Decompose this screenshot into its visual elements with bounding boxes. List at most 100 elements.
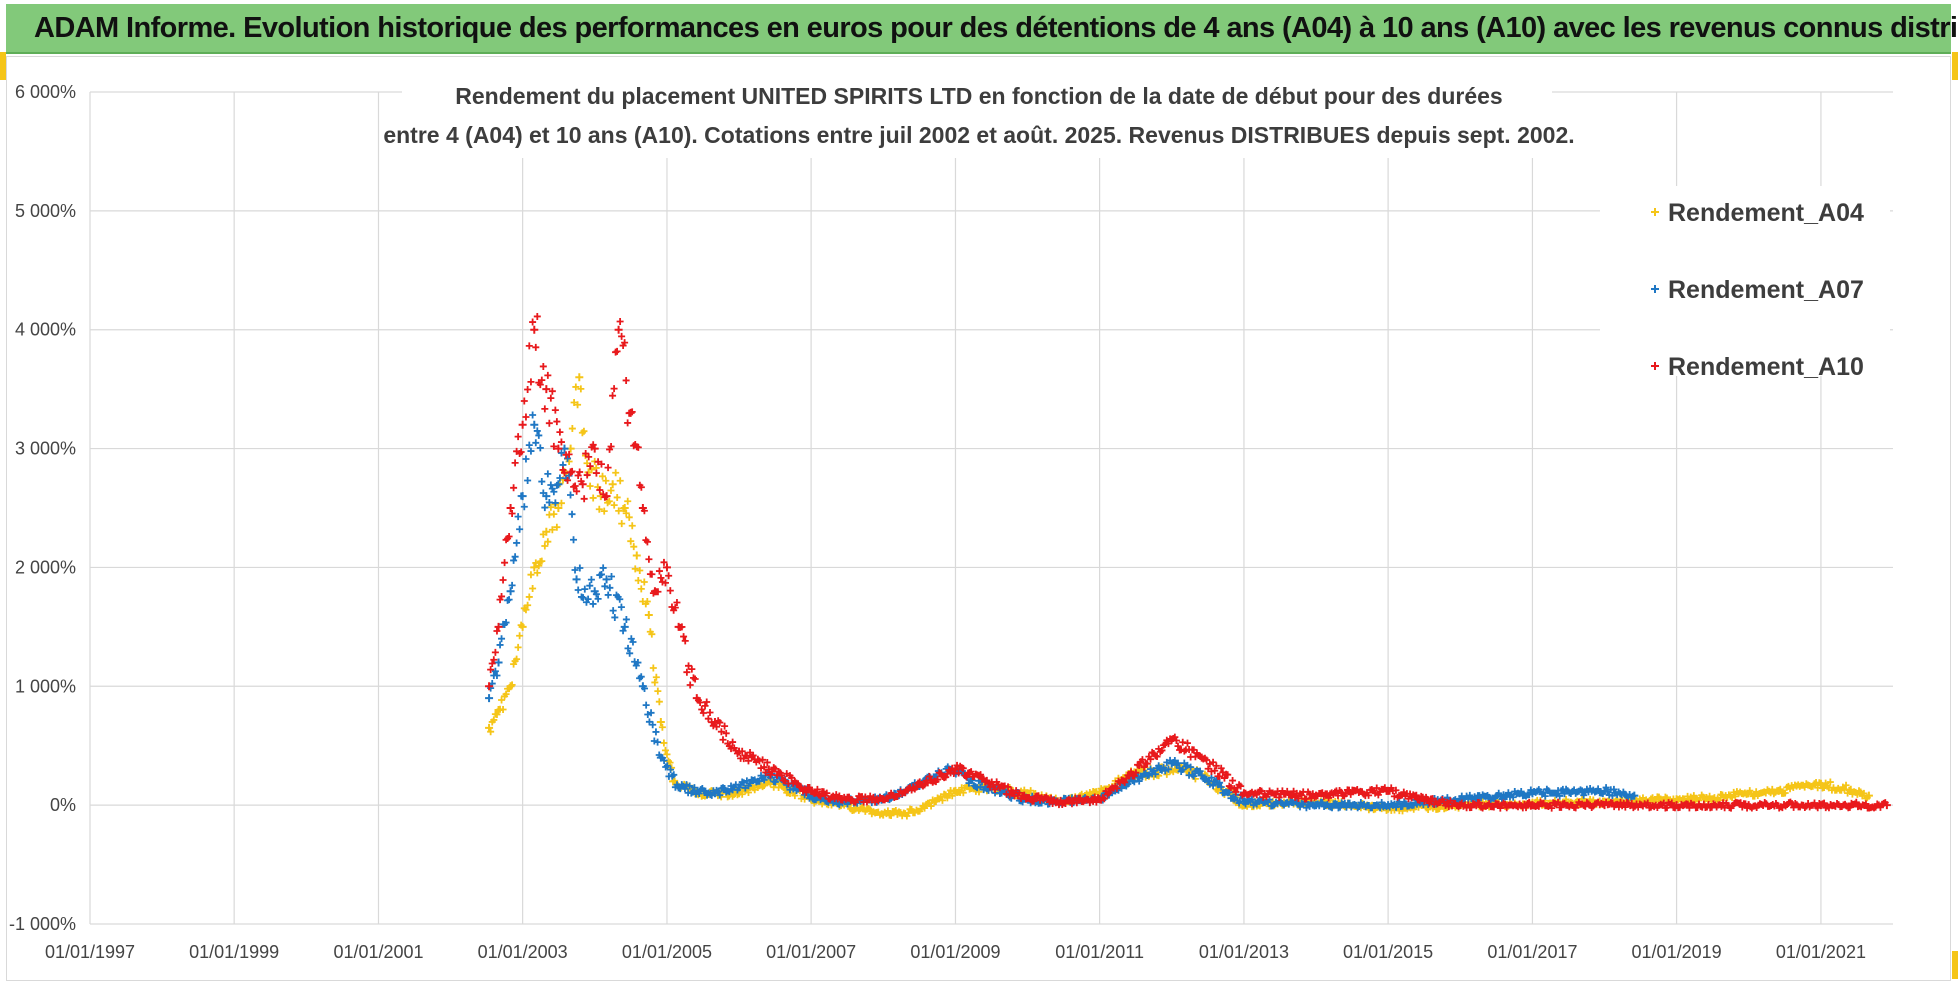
series-trace [737,747,771,776]
series-trace [1127,756,1174,786]
series-trace [1458,786,1535,804]
data-point [1864,791,1873,800]
y-tick-label: 3 000% [15,439,76,459]
axis-layer: -1 000% 0% 1 000% 2 000% 3 000% 4 000% 5 000% 6… [9,82,1866,962]
data-point [554,504,563,512]
title-line-1: Rendement du placement UNITED SPIRITS LT… [455,83,1502,109]
x-tick-label: 01/01/2011 [1055,942,1144,962]
data-point [608,480,617,489]
data-point [485,694,494,703]
series-trace [508,621,525,689]
series-trace [953,761,988,783]
chart-frame [6,56,1951,981]
series-a07 [485,411,1639,812]
data-point [572,575,581,584]
data-point [506,587,515,596]
series-trace [1530,798,1607,812]
data-point [620,504,629,512]
series-layer [485,312,1891,820]
series-trace [1199,754,1246,799]
data-point [1630,791,1639,800]
series-trace [1025,792,1060,807]
series-trace [1169,757,1204,780]
y-tick-label: 4 000% [15,320,76,340]
series-trace [1169,733,1204,761]
data-point [542,492,551,501]
x-tick-label: 01/01/2015 [1343,942,1433,962]
data-point [602,492,611,501]
series-trace [628,408,645,491]
data-point [494,658,503,667]
x-tick-label: 01/01/1999 [189,942,279,962]
series-trace [1055,793,1102,809]
data-point [542,527,551,536]
x-tick-label: 01/01/2007 [766,942,856,962]
data-point [575,373,584,382]
data-point [542,385,551,394]
data-point [620,622,629,631]
legend-marker [1651,208,1659,216]
series-trace [646,628,663,706]
series-a10 [485,312,1891,812]
series-trace [496,685,513,713]
header-banner: ADAM Informe. Evolution historique des p… [6,4,1958,54]
data-point [662,563,671,572]
series-trace [1602,784,1637,801]
y-tick-label: 2 000% [15,557,76,577]
data-point [518,492,527,501]
series-trace [665,572,681,614]
series-trace [604,347,621,472]
series-trace [622,497,639,573]
data-point [530,420,539,429]
series-trace [713,781,741,799]
data-point [506,682,515,691]
data-point [566,468,575,477]
series-trace [580,441,597,503]
data-point [530,325,539,334]
data-point [602,575,611,584]
series-trace [622,615,645,682]
series-trace [1097,771,1132,804]
series-trace [487,627,501,674]
series-trace [694,696,717,730]
data-point [494,622,503,631]
legend-background [1600,186,1890,376]
legend: Rendement_A04 Rendement_A07 Rendement_A10 [1600,186,1890,381]
series-trace [496,596,513,649]
data-point [626,408,635,417]
series-trace [544,470,561,507]
series-trace [1242,795,1318,812]
series-trace [599,472,615,515]
series-trace [1314,798,1390,812]
y-tick-label: 6 000% [15,82,76,102]
series-trace [532,312,549,413]
series-trace [1314,786,1348,802]
y-tick-label: 1 000% [15,676,76,696]
x-tick-label: 01/01/2003 [478,942,568,962]
x-tick-label: 01/01/2021 [1776,942,1866,962]
series-trace [881,805,916,820]
y-tick-label: -1 000% [9,914,76,934]
y-tick-label: 0% [50,795,76,815]
series-trace [1458,798,1535,812]
series-trace [640,507,657,597]
series-trace [1530,785,1607,800]
data-point [578,480,587,489]
series-trace [1199,774,1246,807]
series-trace [520,318,537,421]
data-point [614,325,623,334]
x-tick-label: 01/01/1997 [45,942,135,962]
data-point [632,551,641,560]
data-point [485,723,494,732]
series-trace [610,469,627,528]
legend-label: Rendement_A04 [1668,199,1864,227]
series-trace [1127,735,1174,780]
data-point [518,622,527,631]
x-tick-label: 01/01/2005 [622,942,712,962]
corner-marker-right [1952,52,1958,80]
series-trace [1848,787,1871,802]
series-trace [634,566,651,608]
data-point [554,444,563,453]
series-trace [676,781,717,799]
